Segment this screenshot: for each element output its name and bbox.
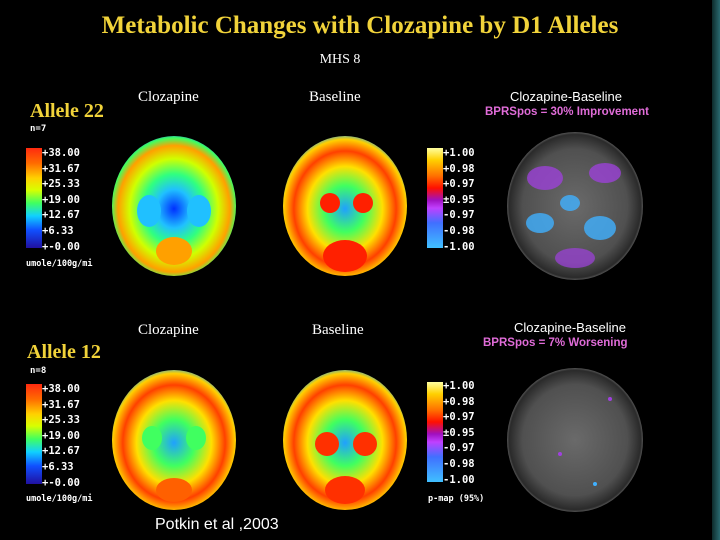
column-label-baseline: Baseline bbox=[309, 89, 361, 105]
colorbar-metabolic bbox=[26, 384, 42, 484]
tick-label: -0.98 bbox=[443, 457, 475, 470]
tick-label: +25.33 bbox=[42, 178, 80, 191]
slide-title: Metabolic Changes with Clozapine by D1 A… bbox=[101, 12, 619, 39]
slide-subtitle: MHS 8 bbox=[319, 52, 361, 67]
tick-label: +0.98 bbox=[443, 395, 475, 408]
bprs-result: BPRSpos = 30% Improvement bbox=[485, 106, 649, 118]
tick-label: +19.00 bbox=[42, 193, 80, 206]
sample-size: n=8 bbox=[30, 366, 47, 376]
citation: Potkin et al ,2003 bbox=[155, 516, 279, 533]
colorbar-unit: umole/100g/mi bbox=[26, 494, 93, 504]
pet-brain-clozapine bbox=[112, 136, 236, 276]
slide-edge-decoration bbox=[712, 0, 720, 540]
tick-label: -1.00 bbox=[443, 240, 475, 253]
tick-label: +0.97 bbox=[443, 411, 475, 424]
allele-label: Allele 12 bbox=[27, 341, 101, 363]
tick-label: +6.33 bbox=[42, 224, 74, 237]
tick-label: +0.97 bbox=[443, 178, 475, 191]
sample-size: n=7 bbox=[30, 124, 47, 134]
allele-label: Allele 22 bbox=[30, 100, 104, 122]
tick-label: +0.98 bbox=[443, 162, 475, 175]
tick-label: ±0.95 bbox=[443, 193, 475, 206]
column-label-clozapine: Clozapine bbox=[138, 89, 199, 105]
tick-label: +19.00 bbox=[42, 429, 80, 442]
tick-label: +12.67 bbox=[42, 445, 80, 458]
mri-difference-map bbox=[507, 132, 643, 280]
colorbar-ticks: +38.00 +31.67 +25.33 +19.00 +12.67 +6.33… bbox=[42, 146, 80, 255]
tick-label: -0.98 bbox=[443, 224, 475, 237]
pet-brain-baseline bbox=[283, 370, 407, 510]
pmap-ticks: +1.00 +0.98 +0.97 ±0.95 -0.97 -0.98 -1.0… bbox=[443, 146, 475, 255]
tick-label: +-0.00 bbox=[42, 240, 80, 253]
tick-label: +1.00 bbox=[443, 147, 475, 159]
tick-label: +25.33 bbox=[42, 414, 80, 427]
column-label-clozapine: Clozapine bbox=[138, 322, 199, 338]
column-label-baseline: Baseline bbox=[312, 322, 364, 338]
colorbar-pmap bbox=[427, 148, 443, 248]
tick-label: +-0.00 bbox=[42, 476, 80, 489]
tick-label: +38.00 bbox=[42, 383, 80, 395]
tick-label: +31.67 bbox=[42, 162, 80, 175]
colorbar-unit: umole/100g/mi bbox=[26, 259, 93, 269]
tick-label: +38.00 bbox=[42, 147, 80, 159]
bprs-result: BPRSpos = 7% Worsening bbox=[483, 337, 628, 349]
tick-label: -0.97 bbox=[443, 209, 475, 222]
tick-label: +31.67 bbox=[42, 398, 80, 411]
mri-difference-map bbox=[507, 368, 643, 512]
colorbar-pmap bbox=[427, 382, 443, 482]
tick-label: +1.00 bbox=[443, 380, 475, 392]
tick-label: +12.67 bbox=[42, 209, 80, 222]
tick-label: +6.33 bbox=[42, 460, 74, 473]
colorbar-metabolic bbox=[26, 148, 42, 248]
pet-brain-baseline bbox=[283, 136, 407, 276]
pet-brain-clozapine bbox=[112, 370, 236, 510]
colorbar-ticks: +38.00 +31.67 +25.33 +19.00 +12.67 +6.33… bbox=[42, 382, 80, 491]
pmap-ticks: +1.00 +0.98 +0.97 ±0.95 -0.97 -0.98 -1.0… bbox=[443, 379, 475, 488]
tick-label: ±0.95 bbox=[443, 426, 475, 439]
tick-label: -1.00 bbox=[443, 473, 475, 486]
pmap-label: p-map (95%) bbox=[428, 494, 485, 504]
column-label-difference: Clozapine-Baseline bbox=[510, 89, 623, 104]
tick-label: -0.97 bbox=[443, 442, 475, 455]
column-label-difference: Clozapine-Baseline bbox=[514, 320, 627, 335]
